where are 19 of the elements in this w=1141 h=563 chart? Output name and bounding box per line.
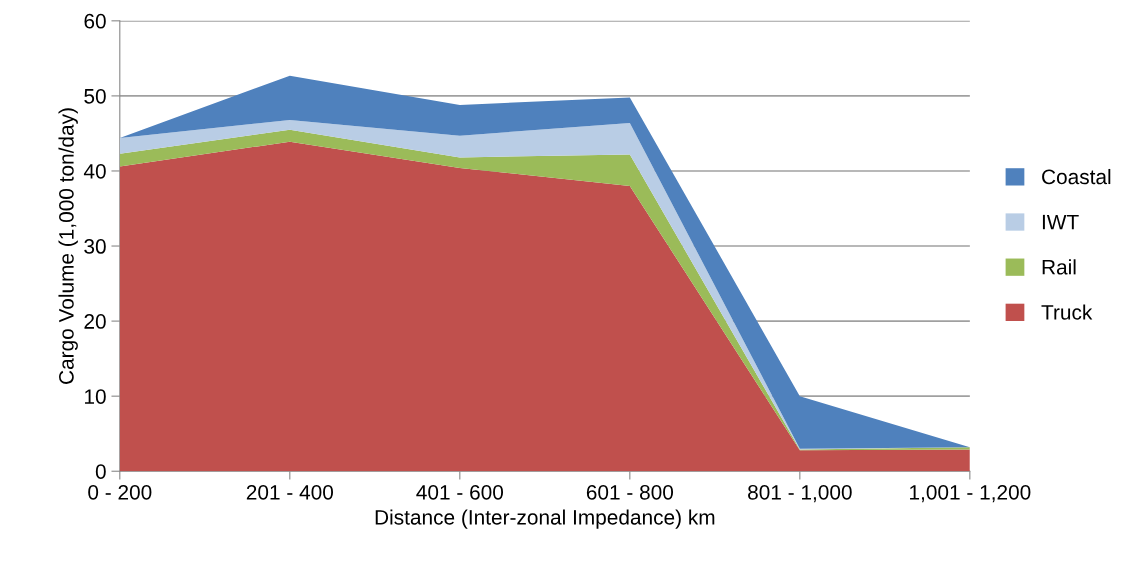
y-tick-label: 50	[84, 88, 106, 104]
legend-label: Truck	[1041, 304, 1093, 320]
x-tick-label: 801 - 1,000	[748, 484, 852, 503]
x-tick-label: 401 - 600	[416, 484, 504, 500]
y-tick-label: 10	[85, 389, 106, 404]
x-tick-label: 1,001 - 1,200	[910, 484, 1031, 503]
y-tick-label: 60	[84, 13, 106, 29]
x-tick-label: 0 - 200	[88, 484, 152, 500]
y-tick-label: 20	[84, 314, 106, 329]
x-tick-label: 601 - 800	[586, 484, 674, 500]
y-axis-title: Cargo Volume (1,000 ton/day)	[58, 108, 78, 384]
legend-label: Coastal	[1042, 168, 1111, 185]
legend-label: Rail	[1042, 259, 1076, 275]
y-tick-label: 0	[95, 464, 106, 479]
x-axis-title: Distance (Inter-zonal Impedance) km	[375, 509, 715, 529]
y-tick-label: 30	[84, 239, 106, 254]
x-tick-label: 201 - 400	[246, 484, 334, 500]
legend-label: IWT	[1042, 214, 1079, 230]
y-tick-label: 40	[83, 163, 106, 179]
